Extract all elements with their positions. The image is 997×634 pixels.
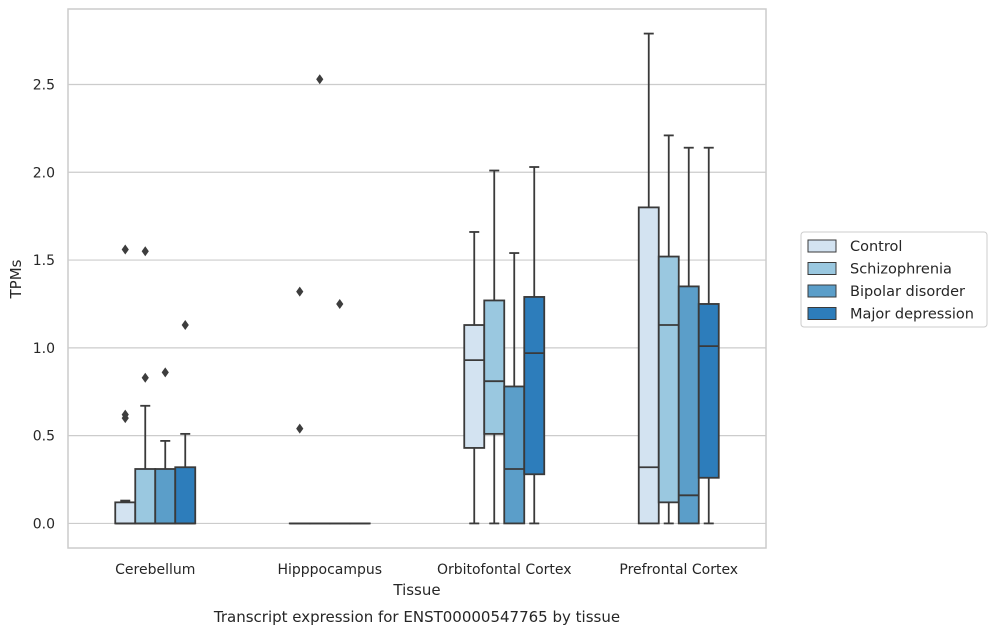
x-tick-labels: Cerebellum Hipppocampus Orbitofontal Corte… — [115, 562, 738, 578]
box — [288, 286, 311, 525]
legend-label: Control — [850, 239, 902, 255]
box — [483, 169, 506, 525]
y-axis-label: TPMs — [7, 259, 25, 299]
legend-label: Bipolar disorder — [850, 284, 965, 300]
legend-label: Major depression — [850, 307, 974, 323]
legend-swatch — [807, 262, 837, 275]
series-major-depression — [174, 146, 720, 525]
x-tick-label: Prefrontal Cortex — [619, 562, 738, 578]
box — [523, 166, 546, 525]
box — [174, 320, 197, 525]
box — [463, 231, 486, 525]
outlier-point — [316, 74, 324, 85]
box-body — [174, 466, 197, 525]
legend-item: Schizophrenia — [807, 262, 952, 278]
box — [114, 244, 137, 525]
outlier-point — [141, 372, 149, 383]
legend-item: Control — [807, 239, 902, 255]
y-tick-label: 0.5 — [33, 429, 55, 445]
box-plot-series — [114, 32, 720, 525]
legend-item: Major depression — [807, 307, 974, 323]
box — [308, 74, 331, 525]
box — [657, 134, 680, 525]
box-body — [114, 501, 137, 525]
outlier-point — [336, 298, 344, 309]
outlier-point — [161, 367, 169, 378]
box-body — [154, 468, 177, 525]
outlier-point — [181, 320, 189, 331]
y-tick-label: 2.5 — [33, 77, 55, 93]
series-control — [114, 32, 660, 525]
box-body — [483, 299, 506, 435]
outlier-point — [296, 423, 304, 434]
y-tick-label: 1.5 — [33, 253, 55, 269]
y-tick-label: 0.0 — [33, 516, 55, 532]
legend-swatch — [807, 307, 837, 320]
box-body — [503, 385, 526, 525]
box-body — [697, 303, 720, 479]
y-tick-label: 1.0 — [33, 341, 55, 357]
x-tick-label: Orbitofontal Cortex — [437, 562, 572, 578]
plot-frame — [67, 8, 767, 549]
series-bipolar-disorder — [154, 146, 700, 525]
x-axis-label: Tissue — [392, 581, 440, 599]
legend-swatch — [807, 239, 837, 253]
legend-label: Schizophrenia — [850, 262, 952, 278]
legend-item: Bipolar disorder — [807, 284, 965, 300]
outlier-point — [141, 246, 149, 257]
box-body — [463, 324, 486, 449]
legend: Control Schizophrenia Bipolar disorder Majo… — [800, 231, 988, 328]
box — [637, 32, 660, 525]
legend-frame — [800, 231, 988, 328]
x-tick-label: Hipppocampus — [277, 562, 382, 578]
outlier-point — [121, 244, 129, 255]
y-tick-label: 2.0 — [33, 165, 55, 181]
chart-caption: Transcript expression for ENST0000054776… — [213, 608, 620, 626]
box — [503, 252, 526, 525]
y-tick-labels: 0.0 0.5 1.0 1.5 2.0 2.5 — [33, 77, 55, 532]
box — [328, 298, 351, 525]
box — [697, 146, 720, 525]
box-body — [677, 285, 700, 525]
legend-swatch — [807, 284, 837, 298]
x-tick-label: Cerebellum — [115, 562, 195, 578]
box-body — [523, 296, 546, 476]
box-body — [637, 206, 660, 525]
outlier-point — [121, 409, 129, 420]
box-body — [657, 255, 680, 504]
box-body — [134, 468, 157, 525]
series-schizophrenia — [134, 74, 680, 525]
box — [134, 246, 157, 525]
outlier-point — [296, 286, 304, 297]
box — [677, 146, 700, 525]
box — [154, 367, 177, 525]
